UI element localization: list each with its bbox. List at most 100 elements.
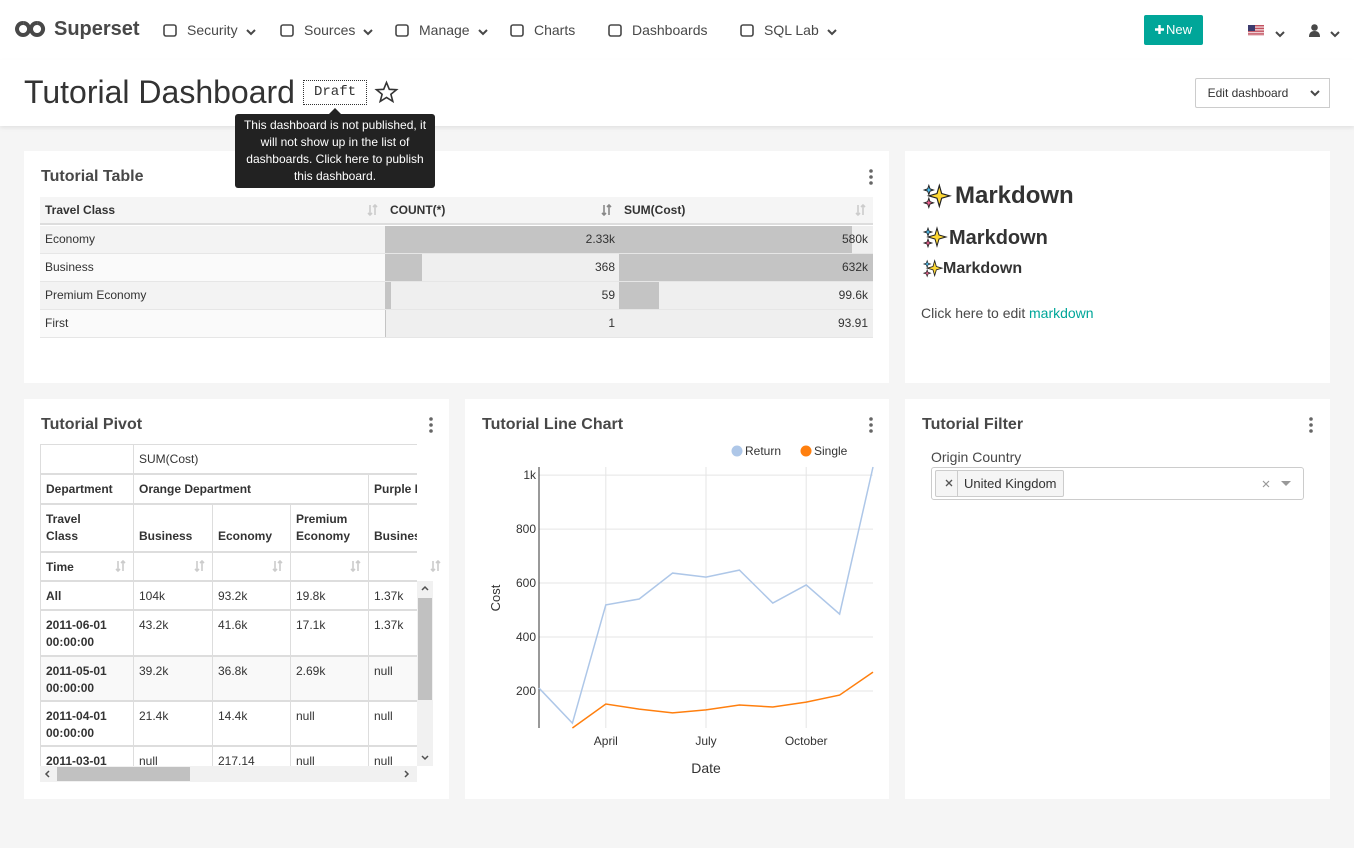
- cell-number: 368: [385, 260, 615, 274]
- scroll-arrow[interactable]: [44, 770, 52, 778]
- column-header[interactable]: SUM(Cost): [624, 203, 685, 217]
- legend-label[interactable]: Single: [814, 444, 848, 458]
- menu-icon: [740, 24, 754, 37]
- caret-icon: [1311, 91, 1319, 95]
- legend-label[interactable]: Return: [745, 444, 781, 458]
- column-header[interactable]: Travel Class: [45, 203, 115, 217]
- draft-badge[interactable]: Draft: [303, 80, 367, 105]
- sort-icon[interactable]: [601, 204, 613, 216]
- clear-selection[interactable]: [1263, 481, 1269, 487]
- sparkle-emoji: [923, 183, 951, 211]
- dropdown-caret[interactable]: [1330, 31, 1340, 37]
- plus-icon: [1155, 25, 1164, 34]
- legend-marker[interactable]: [801, 446, 812, 457]
- pivot-cell: SUM(Cost): [133, 444, 417, 474]
- sort-arrow: [351, 561, 360, 571]
- y-tick-label: 400: [516, 630, 536, 644]
- icon-shape: [396, 25, 408, 36]
- menu-dot: [869, 181, 873, 185]
- scrollbar-thumb[interactable]: [418, 598, 432, 700]
- scroll-arrow[interactable]: [421, 585, 429, 593]
- pivot-cell: Business: [368, 504, 417, 552]
- scrollbar-thumb[interactable]: [57, 767, 190, 781]
- x-shape: [946, 480, 952, 486]
- sparkle-pink: [924, 270, 931, 277]
- y-tick-label: 200: [516, 684, 536, 698]
- scroll-arrow[interactable]: [403, 770, 411, 778]
- cell-number: 99.6k: [619, 288, 868, 302]
- favorite-star[interactable]: [375, 81, 398, 103]
- pivot-cell: 104k: [133, 581, 213, 610]
- menu-icon: [608, 24, 622, 37]
- pivot-cell: 2011-05-01 00:00:00: [40, 656, 134, 701]
- dropdown-caret[interactable]: [478, 29, 488, 35]
- pivot-cell: 43.2k: [133, 610, 213, 656]
- dropdown-caret[interactable]: [246, 29, 256, 35]
- nav-menu-item[interactable]: Dashboards: [632, 22, 708, 38]
- dashboard-title: Tutorial Dashboard: [24, 74, 295, 111]
- panel-menu[interactable]: [869, 169, 873, 185]
- pivot-cell: Economy: [212, 504, 291, 552]
- nav-menu-item[interactable]: Sources: [304, 22, 355, 38]
- legend-marker[interactable]: [732, 446, 743, 457]
- pivot-cell: 1.37k: [368, 581, 417, 610]
- sort-icon[interactable]: [367, 204, 379, 216]
- caret-icon: [364, 30, 372, 34]
- menu-dot: [429, 423, 433, 427]
- nav-menu-item[interactable]: SQL Lab: [764, 22, 819, 38]
- sort-icon[interactable]: [272, 560, 284, 572]
- dropdown-caret[interactable]: [1275, 31, 1285, 37]
- nav-menu-item[interactable]: Manage: [419, 22, 470, 38]
- caret-icon: [1331, 32, 1339, 36]
- cell-number: 2.33k: [385, 232, 615, 246]
- sparkle-blue: [924, 228, 932, 236]
- panel-title: Tutorial Table: [41, 168, 144, 186]
- dropdown-caret[interactable]: [827, 29, 837, 35]
- nav-menu-item[interactable]: Charts: [534, 22, 575, 38]
- menu-icon: [163, 24, 177, 37]
- tag-remove[interactable]: [946, 480, 952, 486]
- pivot-cell: 41.6k: [212, 610, 291, 656]
- sort-icon[interactable]: [855, 204, 867, 216]
- flag-stripe: [1248, 31, 1264, 32]
- sparkle-blue: [924, 261, 931, 268]
- column-header[interactable]: COUNT(*): [390, 203, 445, 217]
- select-arrow[interactable]: [1281, 481, 1291, 486]
- dropdown-caret[interactable]: [363, 29, 373, 35]
- arrow-shape: [46, 771, 49, 777]
- new-button-label[interactable]: New: [1166, 22, 1192, 37]
- language-flag[interactable]: [1248, 25, 1264, 36]
- menu-icon: [510, 24, 524, 37]
- filter-label: Origin Country: [931, 449, 1021, 465]
- menu-dot: [1309, 429, 1313, 433]
- nav-menu-item[interactable]: Security: [187, 22, 238, 38]
- pivot-cell: 2011-03-01 00:00:00: [40, 746, 134, 766]
- sort-icon[interactable]: [115, 560, 127, 572]
- brand-name: Superset: [54, 18, 140, 41]
- sort-icon[interactable]: [430, 560, 442, 572]
- dropdown-caret[interactable]: [1310, 90, 1320, 96]
- arrow-shape: [1281, 481, 1291, 486]
- x-tick-label: April: [594, 734, 618, 748]
- line-chart: 2004006008001kAprilJulyOctoberCostDateRe…: [465, 399, 889, 799]
- sort-arrow: [602, 205, 611, 215]
- pivot-cell: 17.1k: [290, 610, 369, 656]
- sort-icon[interactable]: [350, 560, 362, 572]
- sort-icon[interactable]: [194, 560, 206, 572]
- panel-menu[interactable]: [1309, 417, 1313, 433]
- pivot-cell: [368, 552, 417, 581]
- edit-dashboard-button[interactable]: Edit dashboard: [1195, 78, 1301, 108]
- sort-arrow: [431, 561, 440, 571]
- sort-arrow: [195, 561, 204, 571]
- pivot-cell: 39.2k: [133, 656, 213, 701]
- panel-menu[interactable]: [429, 417, 433, 433]
- scroll-arrow[interactable]: [421, 754, 429, 762]
- markdown-link[interactable]: markdown: [1029, 305, 1094, 321]
- arrow-shape: [405, 771, 408, 777]
- cell-number: 632k: [619, 260, 868, 274]
- menu-dot: [869, 175, 873, 179]
- caret-icon: [247, 30, 255, 34]
- user-icon[interactable]: [1309, 24, 1320, 37]
